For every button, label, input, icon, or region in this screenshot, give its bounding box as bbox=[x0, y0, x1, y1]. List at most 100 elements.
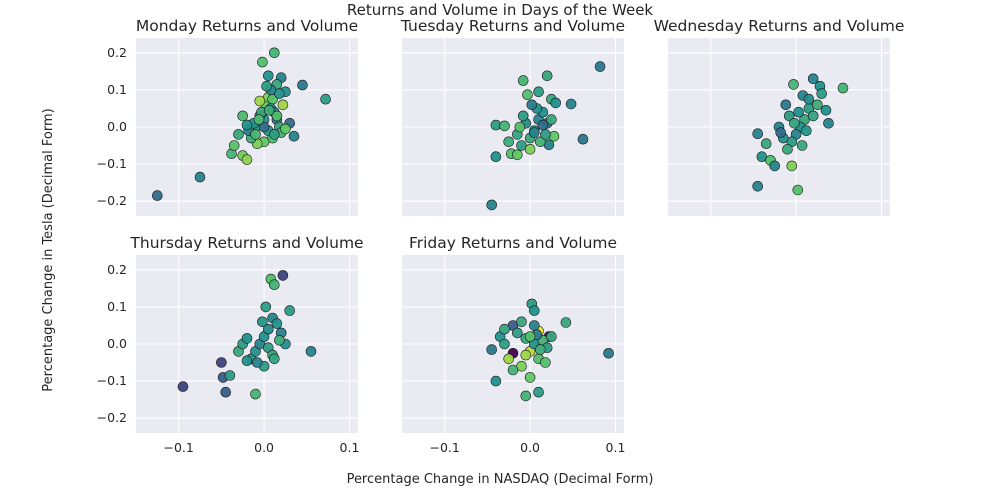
x-tick-label: −0.1 bbox=[164, 440, 194, 455]
data-point bbox=[237, 110, 248, 122]
x-tick-label: 0.0 bbox=[520, 440, 540, 455]
data-point bbox=[786, 160, 798, 172]
data-point bbox=[528, 305, 540, 316]
data-point bbox=[250, 129, 261, 140]
y-tick-label: −0.2 bbox=[97, 410, 127, 425]
data-point bbox=[511, 149, 523, 161]
y-tick-label: 0.0 bbox=[107, 336, 127, 351]
x-tick-label: 0.1 bbox=[606, 440, 626, 455]
x-tick-label: 0.0 bbox=[254, 440, 274, 455]
data-point bbox=[250, 388, 261, 400]
data-point bbox=[823, 118, 834, 129]
data-point bbox=[807, 110, 819, 122]
data-point bbox=[780, 99, 792, 111]
data-point bbox=[820, 105, 832, 116]
data-point bbox=[224, 370, 236, 381]
data-point bbox=[260, 301, 272, 313]
data-point bbox=[233, 129, 244, 140]
data-point bbox=[528, 320, 540, 331]
data-point bbox=[257, 56, 268, 68]
panel-3: Wednesday Returns and Volume bbox=[654, 17, 904, 216]
panel-5: Friday Returns and Volume −0.1 0.0 0.1 bbox=[402, 234, 625, 455]
data-point bbox=[540, 357, 551, 368]
data-point bbox=[507, 364, 519, 376]
data-point bbox=[769, 160, 781, 172]
data-point bbox=[760, 138, 772, 149]
data-point bbox=[320, 93, 331, 105]
data-point bbox=[517, 110, 529, 122]
data-point bbox=[486, 344, 498, 355]
data-point bbox=[503, 353, 515, 365]
data-point bbox=[194, 171, 206, 183]
data-point bbox=[305, 346, 317, 357]
data-point bbox=[271, 318, 283, 329]
data-point bbox=[268, 129, 280, 140]
data-point bbox=[837, 82, 849, 94]
data-point bbox=[499, 120, 510, 132]
data-point bbox=[775, 127, 787, 138]
data-point bbox=[271, 110, 283, 122]
data-point bbox=[280, 123, 291, 135]
data-point bbox=[526, 99, 538, 111]
data-point bbox=[803, 93, 815, 105]
data-point bbox=[594, 61, 606, 72]
data-point bbox=[541, 70, 553, 82]
data-point bbox=[537, 119, 549, 131]
panel-title: Monday Returns and Volume bbox=[136, 17, 358, 35]
y-tick-label: −0.1 bbox=[97, 373, 127, 388]
data-point bbox=[796, 140, 808, 151]
data-point bbox=[514, 121, 526, 133]
data-point bbox=[241, 355, 253, 367]
data-point bbox=[812, 99, 823, 111]
data-point bbox=[546, 331, 557, 342]
data-point bbox=[241, 119, 253, 131]
data-point bbox=[274, 334, 285, 346]
data-point bbox=[783, 110, 795, 122]
panel-1: Monday Returns and Volume −0.2 −0.1 0.0 0.1 0… bbox=[97, 17, 358, 216]
data-point bbox=[782, 144, 793, 155]
data-point bbox=[603, 347, 614, 359]
data-point bbox=[816, 88, 828, 99]
data-point bbox=[486, 199, 498, 211]
data-point bbox=[261, 80, 272, 92]
data-point bbox=[288, 131, 300, 142]
data-point bbox=[297, 79, 308, 91]
y-tick-label: 0.2 bbox=[107, 45, 127, 60]
panel-title: Thursday Returns and Volume bbox=[129, 234, 363, 252]
data-point bbox=[807, 73, 819, 85]
data-point bbox=[520, 390, 532, 402]
data-point bbox=[533, 386, 544, 398]
data-point bbox=[524, 331, 536, 342]
data-point bbox=[277, 99, 289, 111]
data-point bbox=[258, 121, 270, 133]
data-point bbox=[577, 133, 589, 145]
data-point bbox=[262, 323, 274, 335]
data-point bbox=[752, 181, 764, 192]
data-point bbox=[534, 136, 546, 148]
data-point bbox=[228, 140, 240, 151]
data-point bbox=[257, 316, 268, 328]
data-point bbox=[241, 154, 253, 165]
y-tick-label: −0.2 bbox=[97, 193, 127, 208]
data-point bbox=[253, 114, 265, 125]
data-point bbox=[793, 106, 804, 118]
data-point bbox=[216, 357, 227, 368]
data-point bbox=[177, 381, 189, 392]
data-point bbox=[499, 338, 510, 350]
data-point bbox=[788, 79, 799, 90]
panel-4: Thursday Returns and Volume −0.2 −0.1 0.0 0.… bbox=[97, 234, 364, 455]
data-point bbox=[800, 125, 812, 136]
x-tick-label: −0.1 bbox=[430, 440, 460, 455]
panels-group: Monday Returns and Volume −0.2 −0.1 0.0 0.1 0… bbox=[97, 17, 905, 455]
data-point bbox=[533, 86, 544, 98]
figure-title: Returns and Volume in Days of the Week bbox=[347, 1, 654, 19]
data-point bbox=[490, 151, 502, 162]
data-point bbox=[268, 353, 280, 365]
data-point bbox=[534, 344, 546, 355]
y-axis-label: Percentage Change in Tesla (Decimal Form… bbox=[41, 108, 56, 391]
data-point bbox=[528, 127, 540, 138]
y-tick-label: 0.1 bbox=[107, 299, 127, 314]
data-point bbox=[241, 333, 253, 344]
data-point bbox=[277, 270, 289, 281]
